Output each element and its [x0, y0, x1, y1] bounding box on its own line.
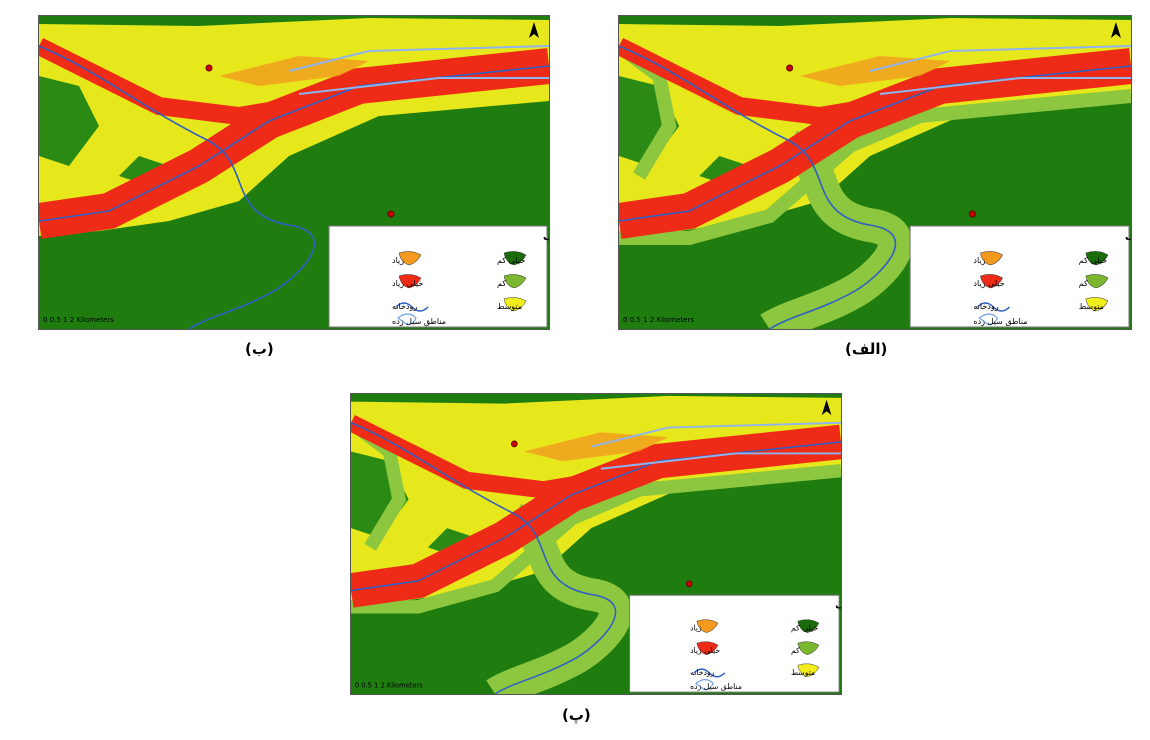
legend-label: متوسط: [497, 302, 522, 311]
legend-swatch: [696, 619, 719, 633]
legend-label: خیلی کم: [791, 624, 818, 633]
legend-label: متوسط: [791, 668, 815, 677]
legend-label: کم: [791, 646, 800, 655]
legend-swatch: [503, 274, 527, 289]
legend-swatch: [398, 251, 422, 266]
legend-swatch: [1085, 297, 1109, 312]
legend-label: کم: [497, 279, 506, 288]
legend-swatch: [797, 641, 820, 655]
river: [39, 45, 316, 329]
legend-swatch: [1085, 274, 1109, 289]
legend-swatch: [797, 619, 820, 633]
town-marker: [387, 210, 395, 218]
legend-title: مناطق مستعد وقوع سیلاب: [835, 601, 842, 612]
map-panel: 0 0.5 1 2 Kilometers مناطق مستعد وقوع سیل…: [618, 15, 1132, 330]
legend-label: متوسط: [1079, 302, 1104, 311]
legend-label: زیاد: [690, 624, 702, 633]
town-marker: [205, 64, 213, 72]
town-marker: [968, 210, 976, 218]
town-marker: [786, 64, 794, 72]
legend-swatch: [397, 313, 417, 325]
legend-swatch: [398, 274, 422, 289]
panel-caption: (الف): [845, 340, 888, 358]
panel-caption: (ب): [245, 340, 274, 358]
legend-swatch: [693, 668, 726, 678]
legend-swatch: [976, 302, 1011, 312]
legend-swatch: [980, 274, 1003, 289]
scale-bar: 0 0.5 1 2 Kilometers: [355, 681, 423, 689]
legend-swatch: [978, 313, 999, 325]
high-risk-area: [219, 56, 369, 86]
legend-label: مناطق سیل زده: [973, 317, 1027, 326]
scale-bar: 0 0.5 1 2 Kilometers: [623, 315, 694, 324]
legend-swatch: [797, 663, 820, 677]
legend-label: رودخانه: [690, 668, 714, 677]
scale-bar: 0 0.5 1 2 Kilometers: [43, 316, 114, 324]
legend-label: رودخانه: [392, 302, 417, 311]
legend: مناطق مستعد وقوع سیلاب خیلی کم کم متوسط زیاد…: [629, 594, 842, 693]
flooded-area: [590, 421, 841, 470]
river: [351, 422, 617, 694]
legend-label: خیلی زیاد: [973, 279, 1004, 288]
legend-label: مناطق سیل زده: [392, 317, 446, 326]
river: [619, 45, 897, 329]
panel-caption: (پ): [562, 706, 591, 724]
green-patches: [39, 76, 169, 186]
legend-swatch: [1085, 251, 1109, 266]
legend-swatch: [503, 297, 527, 312]
map-panel: 0 0.5 1 2 Kilometers مناطق مستعد وقوع سیل…: [350, 393, 842, 695]
legend-label: زیاد: [392, 256, 404, 265]
legend-swatch: [694, 679, 714, 691]
legend-label: زیاد: [973, 256, 985, 265]
legend-title: مناطق مستعد وقوع سیلاب: [1125, 232, 1132, 243]
north-arrow: [1110, 22, 1121, 38]
legend-label: مناطق سیل زده: [690, 682, 742, 691]
high-risk-area: [799, 56, 951, 86]
legend: مناطق مستعد وقوع سیلاب خیلی کم کم متوسط زیاد…: [328, 225, 550, 328]
legend-label: خیلی زیاد: [392, 279, 423, 288]
town-marker: [510, 440, 518, 448]
town-marker: [685, 580, 693, 588]
flooded-area: [288, 45, 549, 95]
legend-title: مناطق مستعد وقوع سیلاب: [543, 232, 550, 243]
north-arrow: [529, 22, 539, 38]
low-buffer: [619, 89, 1131, 245]
high-risk-area: [523, 432, 669, 462]
legend-label: خیلی کم: [1079, 256, 1107, 265]
legend-label: رودخانه: [973, 302, 998, 311]
flooded-area: [869, 45, 1131, 95]
low-buffer: [351, 463, 841, 614]
legend-swatch: [503, 251, 527, 266]
north-arrow: [821, 399, 832, 416]
legend: مناطق مستعد وقوع سیلاب خیلی کم کم متوسط زیاد…: [909, 225, 1132, 328]
legend-label: کم: [1079, 279, 1088, 288]
legend-swatch: [696, 641, 719, 655]
legend-label: خیلی زیاد: [690, 646, 720, 655]
legend-label: خیلی کم: [497, 256, 525, 265]
map-panel: 0 0.5 1 2 Kilometers مناطق مستعد وقوع سیل…: [38, 15, 550, 330]
legend-swatch: [395, 302, 429, 312]
legend-swatch: [980, 251, 1003, 266]
